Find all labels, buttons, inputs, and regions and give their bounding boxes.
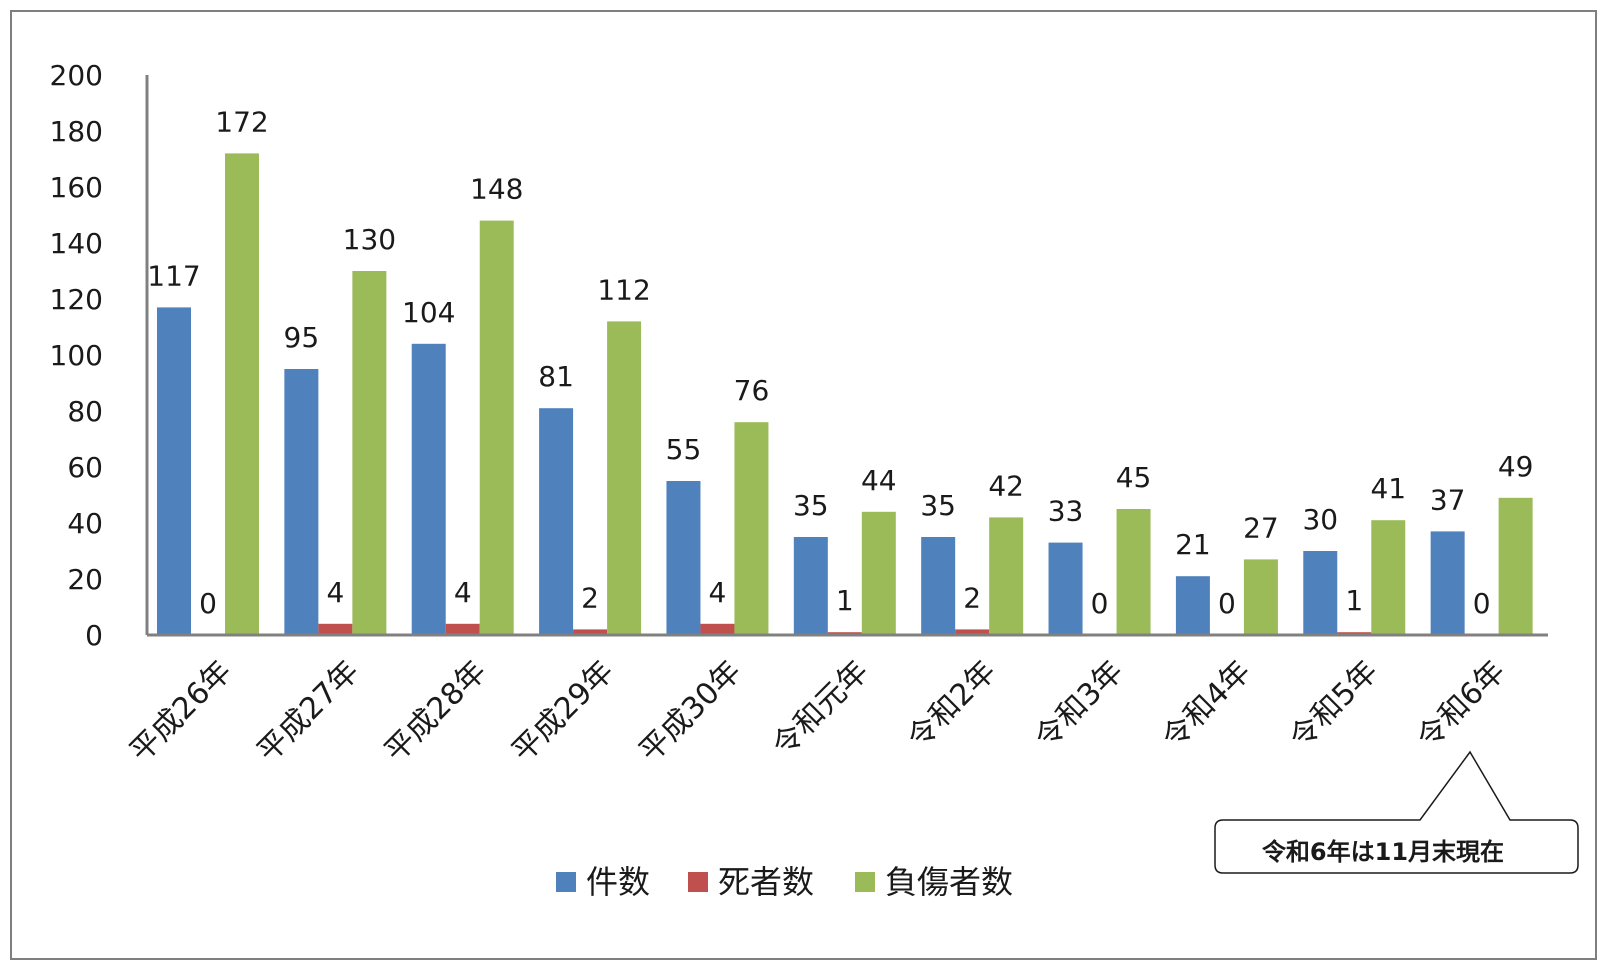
y-axis-tick-labels: 0 20 40 60 80 100 120 140 160 180 200 [50,59,103,652]
y-tick-label: 100 [50,339,103,372]
bar-injured [861,511,896,635]
data-label: 4 [709,576,727,609]
data-label: 76 [734,374,770,407]
bar-injured [1116,509,1151,635]
data-label: 0 [1091,587,1109,620]
data-label: 112 [597,273,650,306]
y-tick-label: 200 [50,59,103,92]
y-tick-label: 140 [50,227,103,260]
data-label: 45 [1116,461,1152,494]
bar-injured [1243,559,1278,635]
data-label: 130 [343,223,396,256]
data-labels: 1170172954130104414881211255476351443524… [147,105,1533,620]
chart-border [10,10,1597,960]
data-label: 21 [1175,528,1211,561]
bar-injured [989,517,1024,635]
bar-count [539,408,574,635]
bar-injured [734,422,769,635]
data-label: 41 [1370,472,1406,505]
y-tick-label: 40 [67,507,103,540]
y-tick-label: 120 [50,283,103,316]
bar-deaths [700,623,735,635]
data-label: 1 [1345,584,1363,617]
note-callout: 令和6年は11月末現在 [1214,750,1579,874]
bar-injured [352,271,387,635]
data-label: 30 [1302,503,1338,536]
data-label: 81 [538,360,574,393]
bar-count [1175,576,1210,635]
data-label: 2 [963,581,981,614]
bar-injured [607,321,642,635]
data-label: 42 [988,469,1024,502]
bar-count [1048,542,1083,635]
bar-injured [1371,520,1406,635]
y-tick-label: 60 [67,451,103,484]
y-tick-label: 180 [50,115,103,148]
bar-deaths [955,629,990,635]
bar-count [666,481,701,635]
data-label: 0 [1473,587,1491,620]
bar-injured [1498,497,1533,635]
legend-label: 負傷者数 [885,863,1013,901]
bar-count [411,343,446,635]
bars [157,153,1533,635]
bar-deaths [318,623,353,635]
y-tick-label: 20 [67,563,103,596]
data-label: 35 [793,489,829,522]
bar-count [793,537,828,635]
note-callout-shape [1214,750,1579,874]
bar-injured [225,153,259,635]
legend-swatch [688,872,708,892]
data-label: 44 [861,464,897,497]
note-text: 令和6年は11月末現在 [1262,838,1504,866]
y-tick-label: 0 [85,619,103,652]
bar-count [921,537,956,635]
data-label: 37 [1430,483,1466,516]
data-label: 148 [470,173,523,206]
legend-swatch [855,872,875,892]
data-label: 27 [1243,511,1279,544]
data-label: 4 [326,576,344,609]
data-label: 95 [284,321,320,354]
legend: 件数 死者数 負傷者数 [556,863,1013,901]
data-label: 49 [1498,450,1534,483]
data-label: 2 [581,581,599,614]
data-label: 1 [836,584,854,617]
data-label: 4 [454,576,472,609]
data-label: 104 [402,296,455,329]
data-label: 33 [1048,495,1084,528]
bar-count [1303,551,1338,635]
data-label: 172 [215,105,268,138]
legend-label: 死者数 [718,863,814,901]
y-tick-label: 80 [67,395,103,428]
bar-count [157,307,191,635]
data-label: 35 [920,489,956,522]
legend-swatch [556,872,576,892]
bar-deaths [445,623,480,635]
y-tick-label: 160 [50,171,103,204]
data-label: 0 [1218,587,1236,620]
bar-count [1430,531,1465,635]
bar-injured [479,220,514,635]
bar-count [284,369,319,635]
data-label: 117 [147,259,200,292]
bar-deaths [573,629,608,635]
legend-label: 件数 [586,863,650,901]
data-label: 0 [199,587,217,620]
data-label: 55 [666,433,702,466]
